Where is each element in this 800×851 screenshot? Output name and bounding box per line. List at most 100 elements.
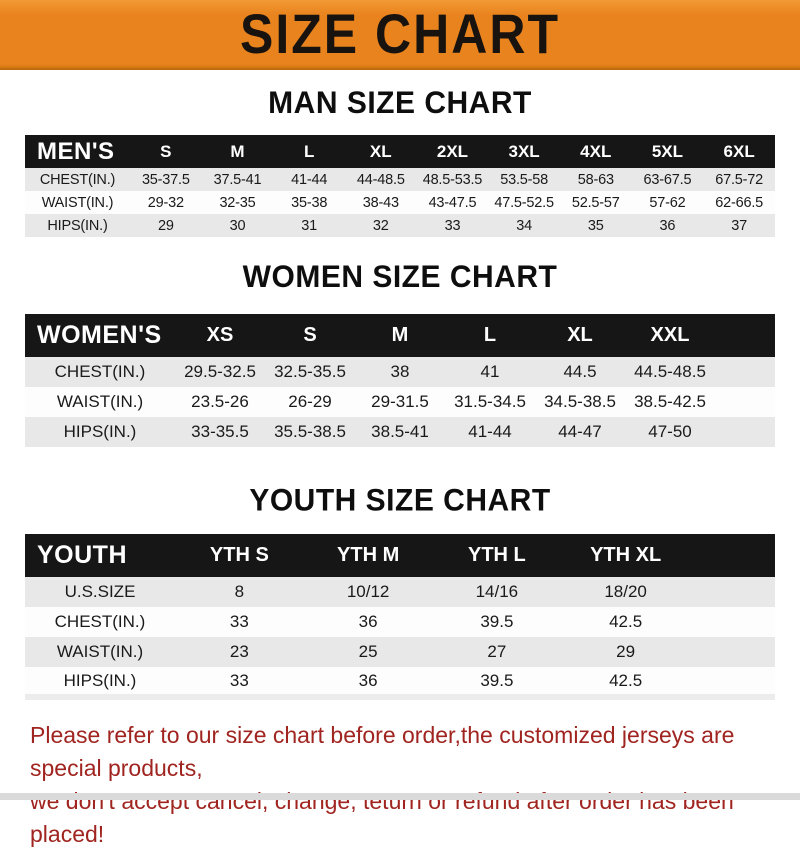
- column-header: XXL: [625, 314, 715, 357]
- size-value-cell: 33-35.5: [191, 422, 249, 441]
- row-label: HIPS(IN.): [47, 217, 108, 234]
- column-header: YTH M: [303, 534, 433, 577]
- column-header: S: [265, 314, 355, 357]
- section-youth: YOUTH SIZE CHART YOUTH YTH S YTH M YTH L YTH…: [0, 447, 800, 700]
- column-header: XL: [344, 135, 417, 168]
- women-size-table: WOMEN'S XS S M L XL XXL CHEST(IN.) 29.5-32.5 32.5…: [25, 314, 775, 447]
- row-label: CHEST(IN.): [54, 362, 146, 381]
- size-value-cell: 62-66.5: [715, 194, 764, 211]
- column-header: YTH S: [175, 534, 304, 577]
- size-value-cell: 47.5-52.5: [494, 194, 554, 211]
- column-header: L: [273, 135, 345, 168]
- table-header-row: YOUTH YTH S YTH M YTH L YTH XL: [25, 534, 775, 577]
- size-value-cell: 23: [229, 642, 249, 661]
- size-value-cell: 32-35: [219, 194, 256, 211]
- size-value-cell: 58-63: [577, 171, 614, 188]
- size-value-cell: 44.5: [563, 362, 597, 381]
- table-row: WAIST(IN.) 23.5-26 26-29 29-31.5 31.5-34.5 34…: [25, 387, 775, 417]
- size-value-cell: 23.5-26: [191, 392, 249, 411]
- filler-cell: [715, 387, 775, 417]
- row-label: HIPS(IN.): [63, 670, 137, 690]
- column-header: YTH XL: [561, 534, 690, 577]
- column-header: YTH L: [432, 534, 562, 577]
- table-row: CHEST(IN.) 33 36 39.5 42.5: [25, 607, 775, 637]
- size-value-cell: 35: [587, 217, 604, 234]
- column-header: XS: [175, 314, 265, 357]
- table-row: HIPS(IN.) 33-35.5 35.5-38.5 38.5-41 41-44 44-…: [25, 417, 775, 447]
- column-header: M: [355, 314, 445, 357]
- size-value-cell: 29-32: [147, 194, 184, 211]
- column-header: 6XL: [703, 135, 775, 168]
- men-section-heading: MAN SIZE CHART: [268, 85, 532, 121]
- table-row: WAIST(IN.) 23 25 27 29: [25, 637, 775, 667]
- size-value-cell: 44-48.5: [356, 171, 405, 188]
- size-value-cell: 35.5-38.5: [274, 422, 346, 441]
- size-value-cell: 63-67.5: [643, 171, 692, 188]
- size-value-cell: 44.5-48.5: [634, 362, 706, 381]
- size-value-cell: 57-62: [649, 194, 686, 211]
- banner: SIZE CHART: [0, 0, 800, 70]
- row-label: CHEST(IN.): [39, 171, 116, 188]
- size-value-cell: 27: [487, 642, 507, 661]
- size-value-cell: 34: [516, 217, 532, 234]
- row-label: WAIST(IN.): [41, 194, 114, 211]
- size-value-cell: 36: [659, 217, 676, 234]
- size-value-cell: 44-47: [558, 422, 602, 441]
- table-row: HIPS(IN.) 29 30 31 32 33 34 35 36 37: [25, 214, 775, 237]
- size-value-cell: 41-44: [468, 422, 512, 441]
- filler-cell: [715, 357, 775, 387]
- bottom-edge-strip: [0, 793, 800, 800]
- column-header: 3XL: [488, 135, 560, 168]
- size-value-cell: 38: [390, 362, 410, 381]
- size-value-cell: 37.5-41: [213, 171, 262, 188]
- filler-cell: [690, 577, 775, 607]
- size-value-cell: 53.5-58: [500, 171, 548, 188]
- filler-cell: [690, 667, 775, 697]
- size-value-cell: 43-47.5: [428, 194, 477, 211]
- table-title-cell: MEN'S: [25, 135, 130, 168]
- row-label: CHEST(IN.): [54, 612, 146, 631]
- size-value-cell: 33: [444, 217, 461, 234]
- disclaimer-line-1: Please refer to our size chart before or…: [30, 722, 735, 781]
- size-value-cell: 36: [358, 670, 378, 690]
- section-men: MAN SIZE CHART MEN'S S M L XL 2XL 3XL 4XL 5XL 6XL…: [0, 70, 800, 237]
- size-value-cell: 32.5-35.5: [274, 362, 346, 381]
- size-value-cell: 29: [616, 642, 636, 661]
- table-header-row: MEN'S S M L XL 2XL 3XL 4XL 5XL 6XL: [25, 135, 775, 168]
- size-value-cell: 31.5-34.5: [454, 392, 526, 411]
- size-value-cell: 14/16: [475, 582, 519, 601]
- youth-size-table: YOUTH YTH S YTH M YTH L YTH XL U.S.SIZE 8 10/12…: [25, 534, 775, 700]
- filler-cell: [715, 417, 775, 447]
- women-section-heading: WOMEN SIZE CHART: [242, 259, 558, 295]
- column-header: 5XL: [631, 135, 704, 168]
- table-row: WAIST(IN.) 29-32 32-35 35-38 38-43 43-47.5 47.…: [25, 191, 775, 214]
- filler-cell: [715, 314, 775, 357]
- table-row: U.S.SIZE 8 10/12 14/16 18/20: [25, 577, 775, 607]
- youth-section-heading: YOUTH SIZE CHART: [249, 483, 551, 519]
- size-value-cell: 41: [480, 362, 500, 381]
- column-header: M: [201, 135, 274, 168]
- table-row: CHEST(IN.) 35-37.5 37.5-41 41-44 44-48.5 48.5…: [25, 168, 775, 191]
- column-header: XL: [535, 314, 625, 357]
- size-value-cell: 41-44: [291, 171, 328, 188]
- size-value-cell: 33: [229, 612, 249, 631]
- size-value-cell: 35-37.5: [141, 171, 190, 188]
- table-row: HIPS(IN.) 33 36 39.5 42.5: [25, 667, 775, 697]
- page-title: SIZE CHART: [240, 2, 560, 66]
- size-value-cell: 47-50: [648, 422, 692, 441]
- size-value-cell: 32: [372, 217, 389, 234]
- size-value-cell: 8: [234, 582, 245, 601]
- size-value-cell: 39.5: [480, 612, 514, 631]
- size-value-cell: 38.5-42.5: [634, 392, 706, 411]
- size-value-cell: 67.5-72: [715, 171, 764, 188]
- size-value-cell: 33: [229, 670, 249, 690]
- size-value-cell: 39.5: [480, 670, 514, 690]
- disclaimer: Please refer to our size chart before or…: [30, 719, 790, 851]
- column-header: 2XL: [416, 135, 489, 168]
- size-value-cell: 42.5: [609, 670, 643, 690]
- row-label: HIPS(IN.): [63, 422, 137, 441]
- size-value-cell: 48.5-53.5: [422, 171, 483, 188]
- column-header: 4XL: [559, 135, 632, 168]
- filler-cell: [690, 637, 775, 667]
